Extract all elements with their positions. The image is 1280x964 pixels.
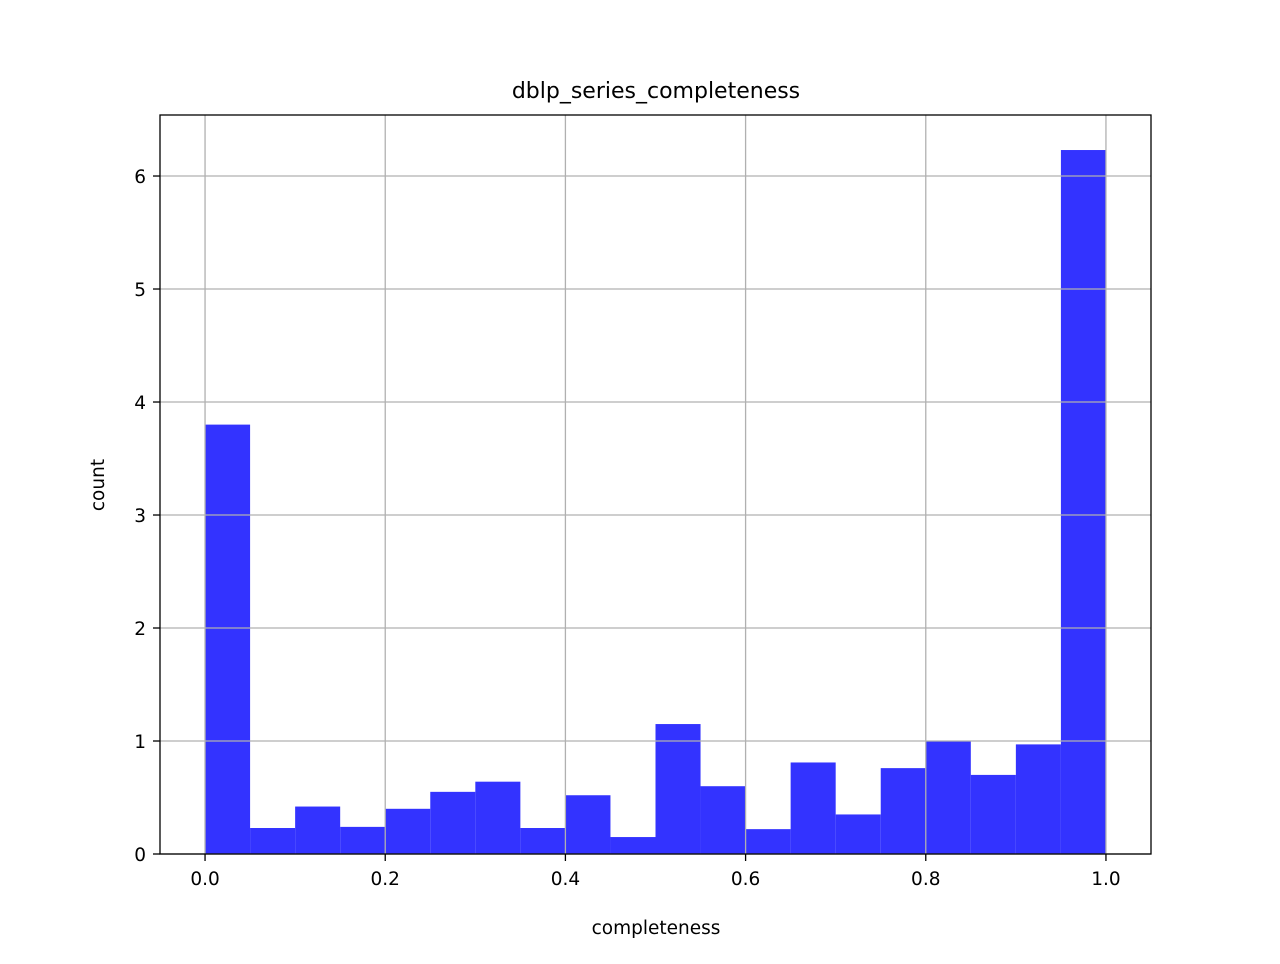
histogram-bar (1015, 744, 1061, 854)
histogram-bar (880, 768, 926, 854)
y-ticks: 0 1 2 3 4 5 6 (134, 167, 160, 866)
y-tick-label: 4 (134, 393, 146, 414)
histogram-bar (925, 741, 971, 854)
histogram-bar (565, 795, 611, 854)
x-tick-label: 1.0 (1091, 869, 1120, 890)
x-tick-label: 0.4 (551, 869, 580, 890)
y-tick-label: 1 (134, 732, 146, 753)
x-tick-label: 0.6 (731, 869, 760, 890)
y-tick-label: 6 (134, 167, 146, 188)
y-tick-label: 0 (134, 845, 146, 866)
histogram-bar (520, 828, 566, 854)
x-axis-label: completeness (592, 918, 721, 939)
y-tick-label: 5 (134, 280, 146, 301)
histogram-bar (430, 791, 476, 854)
histogram-bar (385, 808, 431, 854)
histogram-bar (970, 774, 1016, 854)
x-ticks: 0.0 0.2 0.4 0.6 0.8 1.0 (190, 854, 1121, 890)
histogram-bar (475, 781, 521, 854)
histogram-bar (205, 424, 251, 854)
histogram-bar (610, 837, 656, 854)
histogram-bar (790, 762, 836, 854)
histogram-bar (700, 786, 746, 854)
histogram-bar (655, 724, 701, 854)
histogram-bar (295, 806, 341, 854)
x-tick-label: 0.0 (190, 869, 219, 890)
histogram-bar (1060, 150, 1106, 854)
histogram-bar (745, 829, 791, 854)
y-tick-label: 3 (134, 506, 146, 527)
histogram-bar (340, 826, 386, 854)
x-tick-label: 0.2 (371, 869, 400, 890)
histogram-bar (835, 814, 881, 854)
y-tick-label: 2 (134, 619, 146, 640)
x-tick-label: 0.8 (911, 869, 940, 890)
plot-frame (159, 114, 1152, 855)
bars (205, 150, 1106, 854)
y-axis-label: count (88, 459, 109, 511)
chart-title: dblp_series_completeness (512, 79, 800, 104)
histogram-bar (250, 828, 296, 854)
